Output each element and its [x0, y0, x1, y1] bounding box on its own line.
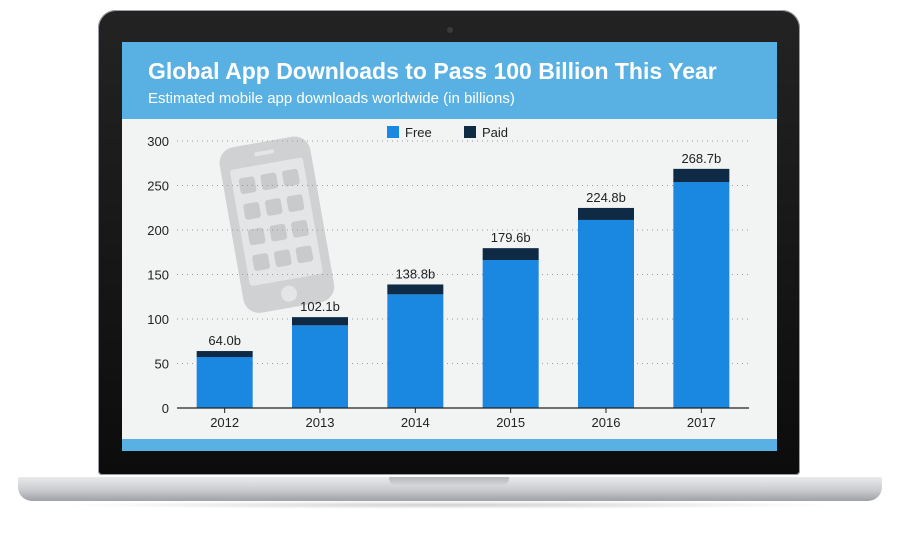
legend-label-free: Free [405, 125, 432, 140]
chart-header-banner: Global App Downloads to Pass 100 Billion… [122, 42, 777, 119]
smartphone-illustration [219, 136, 335, 313]
y-tick-label: 0 [162, 401, 169, 416]
bar-free-2013 [292, 325, 348, 408]
bar-paid-2015 [482, 248, 539, 260]
legend: Free Paid [387, 125, 508, 140]
data-labels: 64.0b 102.1b 138.8b 179.6b 224.8b 268.7b [208, 151, 721, 348]
laptop-screen: Global App Downloads to Pass 100 Billion… [122, 42, 777, 451]
x-axis-ticks: 2012 2013 2014 2015 2016 2017 [210, 408, 716, 430]
x-tick-label-2017: 2017 [687, 415, 716, 430]
y-tick-label: 300 [147, 134, 169, 149]
data-label-2014: 138.8b [395, 266, 435, 281]
bar-free-2015 [482, 259, 539, 408]
bar-free-2014 [387, 294, 444, 408]
data-label-2017: 268.7b [681, 151, 721, 166]
legend-swatch-free [387, 126, 399, 138]
bar-paid-2014 [387, 284, 444, 295]
data-label-2016: 224.8b [586, 190, 626, 205]
data-label-2015: 179.6b [491, 230, 531, 245]
y-axis-ticks: 0 50 100 150 200 250 300 [147, 134, 169, 416]
bars [196, 168, 730, 408]
y-tick-label: 100 [147, 312, 169, 327]
chart-subtitle: Estimated mobile app downloads worldwide… [148, 90, 515, 107]
y-tick-label: 50 [155, 357, 169, 372]
bar-paid-2016 [578, 207, 634, 220]
legend-label-paid: Paid [482, 125, 508, 140]
y-tick-label: 200 [147, 223, 169, 238]
bar-free-2012 [196, 357, 253, 408]
chart-footer-bar [122, 439, 777, 451]
chart-title: Global App Downloads to Pass 100 Billion… [148, 58, 717, 84]
x-tick-label-2014: 2014 [401, 415, 430, 430]
x-tick-label-2013: 2013 [306, 415, 335, 430]
bar-free-2016 [578, 219, 634, 408]
bar-paid-2017 [673, 168, 730, 183]
webcam [447, 27, 453, 33]
gridlines [177, 140, 749, 364]
x-tick-label-2012: 2012 [210, 415, 239, 430]
data-label-2013: 102.1b [300, 299, 340, 314]
bar-paid-2013 [292, 317, 348, 326]
bar-free-2017 [673, 182, 730, 408]
laptop-opening-notch [389, 477, 509, 486]
y-tick-label: 250 [147, 179, 169, 194]
laptop-shadow [60, 501, 840, 509]
x-tick-label-2016: 2016 [592, 415, 621, 430]
y-tick-label: 150 [147, 268, 169, 283]
legend-swatch-paid [464, 126, 476, 138]
x-tick-label-2015: 2015 [496, 415, 525, 430]
chart-plot-area: 0 50 100 150 200 250 300 64.0b 102.1b 138.8b 179.… [147, 125, 749, 430]
bar-paid-2012 [196, 351, 253, 358]
data-label-2012: 64.0b [208, 333, 241, 348]
